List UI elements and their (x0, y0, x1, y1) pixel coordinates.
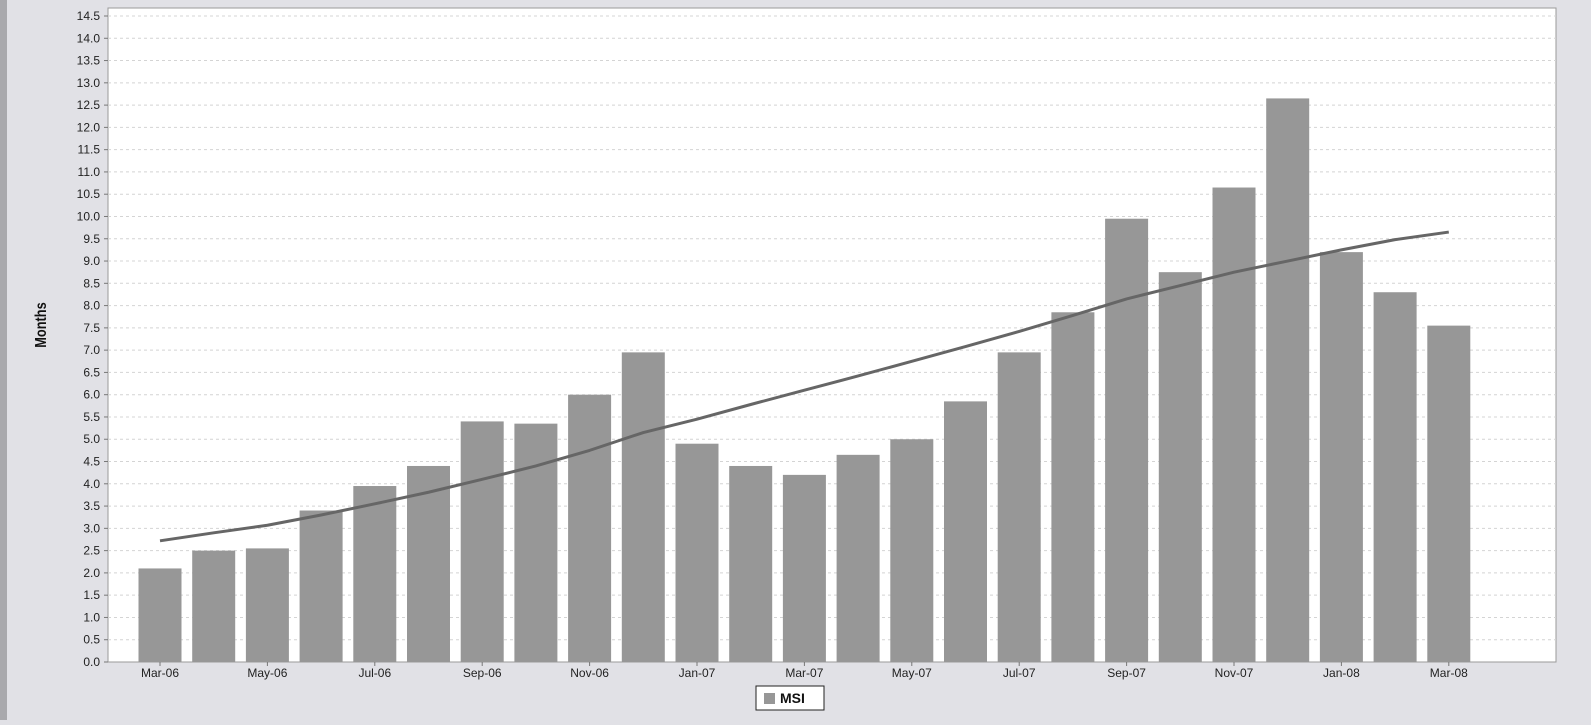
x-tick-label: Jul-06 (358, 666, 391, 680)
y-tick-label: 7.0 (83, 343, 100, 357)
legend-label-msi: MSI (780, 690, 805, 706)
y-tick-label: 11.0 (78, 165, 101, 179)
y-tick-label: 14.5 (77, 9, 101, 23)
y-tick-label: 3.5 (83, 499, 100, 513)
x-tick-label: Jul-07 (1003, 666, 1036, 680)
bar-mar-06 (138, 568, 182, 662)
y-tick-label: 2.0 (83, 566, 100, 580)
y-axis-title: Months (33, 302, 51, 347)
bar-dec-07 (1266, 98, 1310, 662)
bar-jan-08 (1319, 252, 1363, 662)
bar-aug-07 (1051, 312, 1095, 662)
y-tick-label: 1.0 (83, 610, 100, 624)
y-tick-label: 11.5 (78, 143, 101, 157)
bar-oct-06 (514, 423, 558, 662)
bar-mar-08 (1427, 325, 1471, 662)
bar-may-07 (890, 439, 934, 662)
y-tick-label: 5.5 (83, 410, 100, 424)
y-tick-label: 7.5 (83, 321, 100, 335)
plot-group: 0.0 0.5 1.0 1.5 2.0 2.5 3.0 3.5 4.0 4.5 5.0 5.5 6.0 6… (33, 7, 1557, 711)
window-frame-strip (0, 0, 7, 720)
x-tick-label: Jan-08 (1323, 666, 1360, 680)
x-tick-label: May-07 (892, 666, 932, 680)
y-tick-label: 9.5 (83, 232, 100, 246)
x-tick-label: Mar-06 (141, 666, 179, 680)
legend-swatch-msi (764, 693, 775, 704)
y-tick-label: 12.0 (77, 120, 101, 134)
bar-oct-07 (1158, 272, 1202, 662)
y-tick-label: 13.5 (77, 54, 101, 68)
bar-mar-07 (782, 474, 826, 662)
bar-sep-07 (1105, 218, 1149, 663)
plot-area (107, 7, 1557, 663)
y-tick-label: 8.0 (83, 299, 100, 313)
x-tick-label: Mar-08 (1430, 666, 1468, 680)
x-tick-label: Sep-06 (463, 666, 502, 680)
y-tick-label: 6.5 (83, 365, 100, 379)
y-tick-label: 3.0 (83, 521, 100, 535)
bar-feb-08 (1373, 292, 1417, 662)
y-tick-label: 13.0 (77, 76, 101, 90)
bar-aug-06 (407, 465, 450, 662)
y-tick-label: 14.0 (77, 31, 101, 45)
y-tick-label: 10.5 (77, 187, 101, 201)
bar-jun-07 (944, 401, 987, 662)
y-tick-label: 0.5 (83, 633, 100, 647)
y-tick-label: 1.5 (83, 588, 100, 602)
bar-may-06 (245, 548, 289, 662)
bar-jul-06 (353, 486, 397, 662)
x-tick-label: May-06 (247, 666, 287, 680)
y-tick-label: 4.0 (83, 477, 100, 491)
bar-feb-07 (729, 465, 773, 662)
bar-jun-06 (299, 510, 343, 662)
y-tick-label: 2.5 (83, 544, 100, 558)
trend-line (159, 230, 1450, 543)
y-tick-label: 6.0 (83, 388, 100, 402)
y-tick-label: 8.5 (83, 276, 100, 290)
bar-apr-06 (192, 550, 236, 662)
bar-jul-07 (997, 352, 1041, 662)
bar-nov-06 (568, 394, 612, 662)
y-tick-label: 10.0 (77, 209, 101, 223)
y-tick-label: 0.0 (83, 655, 100, 669)
y-tick-label: 4.5 (83, 455, 100, 469)
bar-sep-06 (460, 421, 504, 662)
x-tick-label: Sep-07 (1107, 666, 1146, 680)
y-tick-label: 9.0 (83, 254, 100, 268)
x-tick-label: Nov-07 (1215, 666, 1254, 680)
y-tick-label: 12.5 (77, 98, 101, 112)
bar-dec-06 (621, 352, 665, 662)
y-tick-label: 5.0 (83, 432, 100, 446)
x-tick-label: Jan-07 (679, 666, 716, 680)
bar-nov-07 (1212, 187, 1256, 662)
x-tick-label: Mar-07 (785, 666, 823, 680)
bar-jan-07 (675, 443, 719, 662)
x-tick-label: Nov-06 (570, 666, 609, 680)
bar-apr-07 (836, 454, 880, 662)
